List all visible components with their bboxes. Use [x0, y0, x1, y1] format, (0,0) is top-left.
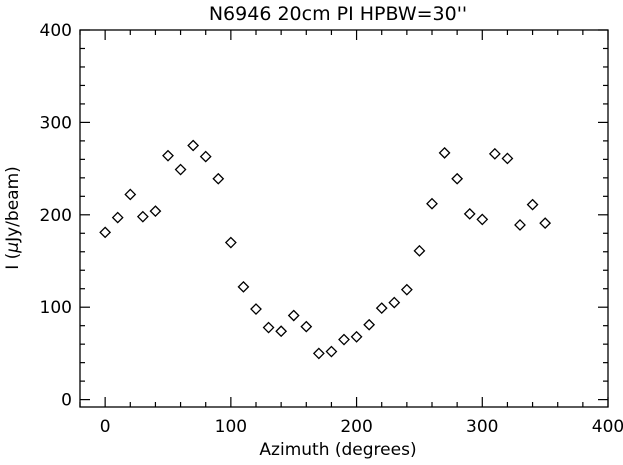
data-point-marker [413, 244, 426, 257]
data-point-marker [275, 325, 288, 338]
data-point-marker [338, 333, 350, 346]
data-point-marker [514, 219, 526, 231]
data-point-marker [136, 210, 149, 223]
data-point-marker [363, 318, 376, 331]
data-point-marker [111, 211, 124, 224]
x-tick-label: 200 [340, 417, 372, 437]
data-point-marker [174, 163, 187, 176]
data-point-marker [187, 139, 200, 152]
data-point-marker [250, 303, 262, 315]
data-point-marker [526, 198, 539, 211]
data-point-marker [463, 207, 476, 220]
data-point-marker [501, 152, 514, 165]
axis-ticks [79, 29, 609, 407]
tick-labels: 0 100 200 300 400 0 100 200 300 400 [40, 21, 623, 437]
x-tick-label: 0 [100, 417, 111, 437]
data-point-marker [262, 321, 275, 334]
data-point-marker [476, 213, 489, 226]
x-tick-label: 100 [215, 417, 247, 437]
data-point-marker [212, 172, 225, 185]
data-point-marker [124, 188, 137, 201]
y-axis-label-suffix: Jy/beam) [3, 166, 23, 243]
x-tick-label: 300 [466, 417, 498, 437]
plot-frame [79, 29, 609, 408]
y-axis-label-mu: μ [3, 242, 23, 254]
data-point-marker [99, 226, 112, 239]
chart-title: N6946 20cm PI HPBW=30'' [209, 3, 467, 25]
x-axis-label: Azimuth (degrees) [259, 440, 416, 460]
data-point-marker [300, 320, 313, 333]
data-point-marker [162, 149, 174, 162]
data-point-marker [199, 150, 212, 163]
data-point-marker [451, 172, 464, 185]
data-point-marker [539, 217, 552, 230]
data-point-marker [312, 347, 325, 360]
data-point-marker [375, 302, 388, 315]
y-tick-label: 200 [40, 206, 72, 226]
y-tick-label: 300 [40, 113, 72, 133]
y-tick-label: 400 [40, 21, 72, 41]
y-axis-label: I (μJy/beam) [3, 166, 23, 270]
x-tick-label: 400 [592, 417, 623, 437]
data-point-marker [350, 330, 363, 343]
data-point-marker [237, 280, 250, 293]
y-axis-label-prefix: I ( [3, 253, 23, 270]
y-tick-label: 0 [61, 391, 72, 411]
data-markers [99, 139, 552, 360]
y-tick-label: 100 [40, 298, 72, 318]
data-point-marker [438, 146, 451, 159]
data-point-marker [426, 197, 438, 210]
data-point-marker [488, 147, 501, 160]
data-point-marker [400, 283, 413, 296]
data-point-marker [388, 296, 401, 309]
data-point-marker [287, 309, 300, 322]
data-point-marker [325, 345, 338, 358]
data-point-marker [224, 236, 237, 249]
data-point-marker [149, 205, 162, 218]
